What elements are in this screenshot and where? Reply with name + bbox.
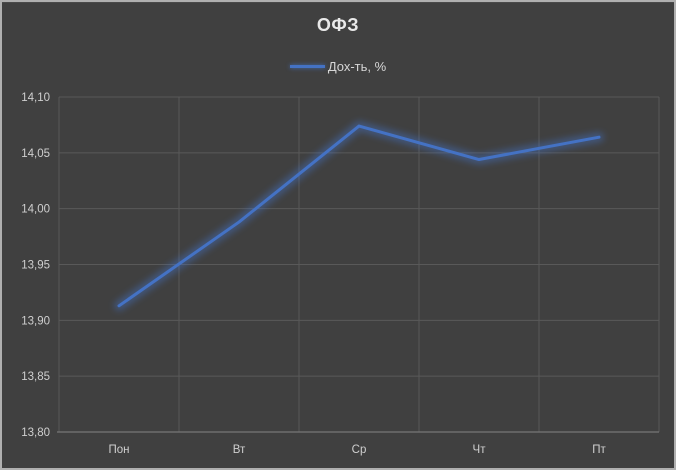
series-lines xyxy=(114,121,604,311)
x-tick-label: Пт xyxy=(592,444,606,456)
legend-label: Дох-ть, % xyxy=(327,59,387,74)
x-tick-label: Вт xyxy=(233,444,246,456)
y-tick-label: 13,80 xyxy=(21,427,50,439)
y-tick-label: 13,95 xyxy=(21,260,50,272)
y-tick-label: 14,05 xyxy=(21,148,50,160)
legend: Дох-ть, % xyxy=(2,59,674,74)
x-tick-label: Пон xyxy=(108,444,129,456)
legend-line-icon xyxy=(289,65,325,68)
y-axis-tick-labels: 13,80 13,85 13,90 13,95 14,00 14,05 14,10 xyxy=(21,92,50,439)
x-axis-tick-labels: Пон Вт Ср Чт Пт xyxy=(108,444,606,456)
x-tick-label: Ср xyxy=(352,444,367,456)
chart-title: ОФЗ xyxy=(316,15,360,35)
y-tick-label: 14,00 xyxy=(21,204,50,216)
y-tick-label: 13,85 xyxy=(21,371,50,383)
series-line xyxy=(117,124,601,308)
y-tick-label: 14,10 xyxy=(21,92,50,104)
x-tick-label: Чт xyxy=(473,444,487,456)
y-tick-label: 13,90 xyxy=(21,315,50,327)
